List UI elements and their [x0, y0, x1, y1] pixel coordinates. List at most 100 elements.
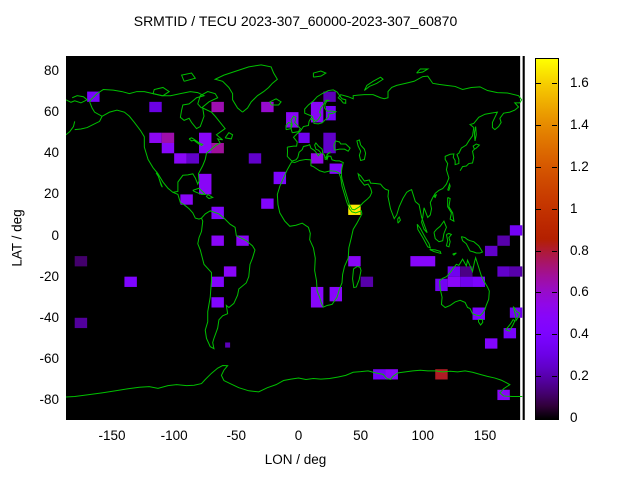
tec-cell	[180, 194, 193, 205]
x-tick-label: 0	[294, 428, 303, 443]
coastline	[153, 87, 169, 95]
colorbar-tick-label: 1.4	[570, 116, 589, 132]
tec-cell	[497, 266, 510, 277]
colorbar-tick-mark	[536, 209, 541, 210]
y-tick-label: 80	[43, 63, 59, 78]
coastline	[198, 92, 218, 108]
tec-cell	[509, 266, 523, 277]
tec-cell	[161, 132, 175, 143]
y-tick-label: -60	[39, 350, 59, 366]
tec-cell	[497, 235, 510, 246]
tec-cell	[298, 132, 310, 143]
coastline	[156, 172, 162, 187]
tec-cell	[211, 297, 224, 308]
tec-cell	[497, 389, 510, 401]
colorbar-tick-mark	[536, 125, 541, 126]
colorbar-tick-label: 1.2	[570, 158, 589, 174]
coastline	[460, 144, 479, 171]
tec-cell	[273, 171, 287, 185]
y-tick-label: 20	[43, 186, 59, 202]
tec-cell	[348, 256, 361, 267]
colorbar-tick-mark	[536, 292, 541, 293]
colorbar-tick-mark	[552, 334, 557, 335]
y-tick-label: -20	[39, 268, 59, 284]
tec-cell	[472, 276, 485, 287]
tec-cell	[149, 132, 162, 143]
colorbar-tick-label: 1.6	[570, 75, 589, 91]
colorbar-tick-mark	[536, 251, 541, 252]
x-tick-label: -150	[98, 428, 126, 443]
coastline	[225, 133, 232, 139]
coastline	[461, 237, 482, 253]
world-heatmap	[66, 56, 525, 420]
coastline	[215, 65, 277, 112]
coastline	[66, 121, 75, 134]
colorbar	[535, 58, 559, 420]
tec-cell	[248, 153, 262, 164]
x-tick-label: 50	[353, 428, 369, 443]
colorbar-tick-mark	[552, 209, 557, 210]
tec-cell	[223, 266, 237, 277]
coastline	[270, 99, 281, 105]
tec-cell	[329, 163, 342, 174]
coastline	[417, 69, 428, 73]
tec-cell	[174, 153, 187, 164]
coastline	[453, 253, 457, 255]
x-tick-label: 100	[411, 428, 435, 443]
x-tick-label: 150	[473, 428, 497, 443]
coastline	[334, 141, 350, 151]
tec-cell	[435, 278, 448, 292]
colorbar-tick-label: 0.6	[570, 284, 589, 300]
tec-cell	[373, 369, 386, 380]
x-tick-label: -50	[226, 428, 247, 443]
tec-cell	[186, 153, 200, 164]
coastline	[506, 319, 515, 331]
colorbar-tick-mark	[536, 334, 541, 335]
y-tick-label: 40	[43, 145, 59, 161]
coastline	[287, 76, 521, 232]
tec-cell	[503, 328, 517, 339]
colorbar-tick-mark	[552, 83, 557, 84]
tec-cell	[261, 198, 274, 209]
coastline	[430, 250, 441, 254]
coastline	[448, 197, 454, 221]
x-tick-label: -100	[160, 428, 188, 443]
tec-cell	[211, 142, 224, 154]
y-tick-label: -80	[39, 392, 59, 408]
tec-cell	[360, 276, 374, 287]
coastline	[357, 140, 366, 161]
coastline	[440, 258, 490, 316]
tec-cell	[261, 101, 274, 113]
tec-cell	[124, 276, 137, 287]
tec-cell	[211, 276, 224, 287]
tec-cell	[447, 276, 461, 287]
tec-cell	[460, 276, 473, 287]
tec-cell	[410, 256, 436, 267]
tec-cell	[199, 132, 212, 154]
colorbar-tick-label: 0.2	[570, 368, 589, 384]
coastline	[513, 306, 519, 320]
tec-cell	[385, 369, 398, 380]
y-tick-label: 60	[43, 104, 59, 120]
tec-cell	[161, 142, 175, 154]
tec-cell	[509, 307, 523, 318]
coastline	[353, 266, 361, 287]
coastline	[448, 184, 450, 190]
coastline	[364, 77, 383, 90]
colorbar-tick-label: 0	[570, 410, 578, 425]
tec-cell	[484, 245, 498, 257]
coastline	[189, 138, 203, 146]
colorbar-tick-mark	[552, 167, 557, 168]
tec-cell	[509, 225, 523, 236]
tec-cell	[323, 91, 336, 102]
tec-cell	[310, 286, 324, 308]
coastline	[66, 366, 522, 397]
x-axis-label: LON / deg	[264, 452, 327, 467]
tec-cell	[199, 173, 212, 195]
colorbar-tick-mark	[536, 167, 541, 168]
plot-title: SRMTID / TECU 2023-307_60000-2023-307_60…	[133, 13, 458, 29]
tec-cell	[225, 342, 231, 348]
coastline	[446, 233, 451, 246]
y-tick-label: -40	[39, 309, 59, 325]
colorbar-tick-mark	[536, 83, 541, 84]
